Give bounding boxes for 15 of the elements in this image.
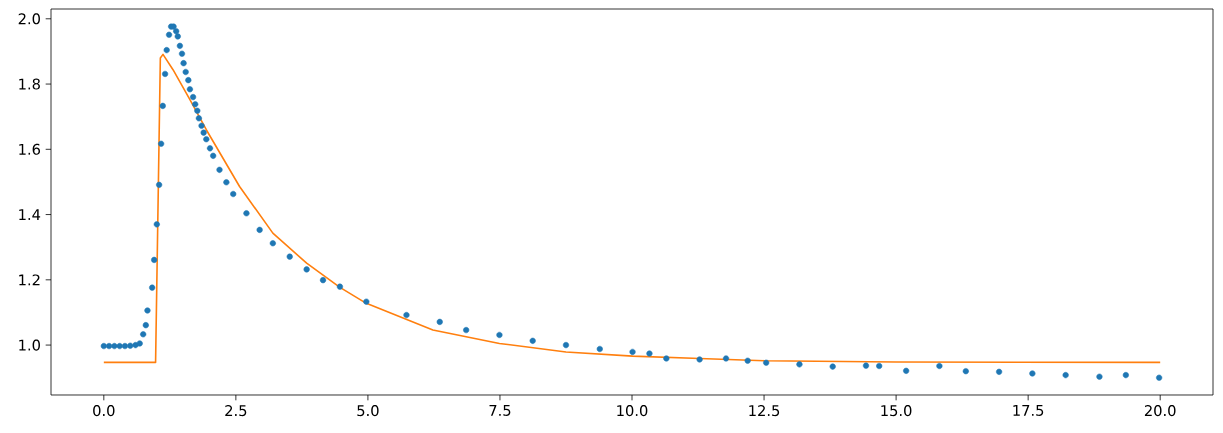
y-tick-label: 1.6 [19,143,41,155]
x-tick-label: 2.5 [225,405,247,417]
x-tick-label: 20.0 [1144,405,1176,417]
x-tick-label: 5.0 [357,405,379,417]
y-tick-label: 2.0 [18,13,40,25]
x-tick-label: 12.5 [749,405,780,417]
x-tick-label: 7.5 [489,405,511,416]
x-tick-label: 0.0 [93,405,115,417]
x-tick-label: 17.5 [1013,405,1044,416]
y-tick-label: 1.2 [19,274,40,286]
y-tick-label: 1.0 [19,339,40,351]
y-tick-label: 1.8 [19,78,40,90]
y-tick-label: 1.4 [19,209,41,220]
x-tick-label: 15.0 [881,405,912,417]
x-tick-label: 10.0 [617,405,648,417]
